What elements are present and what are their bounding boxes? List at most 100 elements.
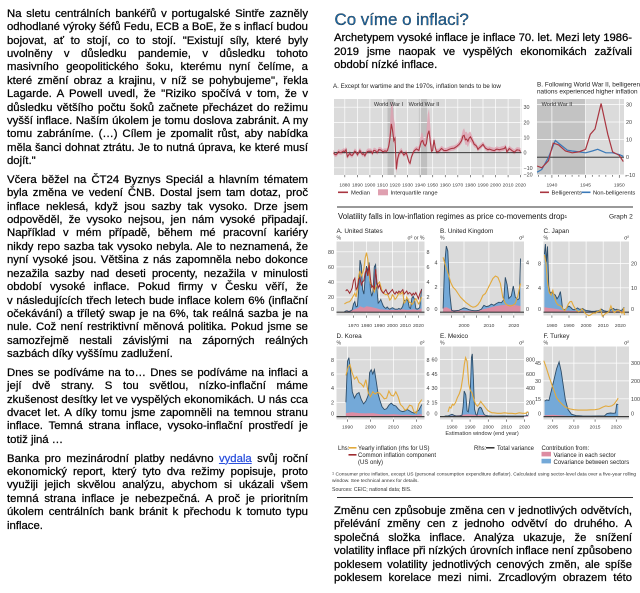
- svg-text:1960: 1960: [440, 183, 451, 189]
- svg-text:%: %: [544, 236, 549, 242]
- svg-text:Variance in each sector: Variance in each sector: [554, 453, 616, 459]
- svg-text:0: 0: [631, 411, 634, 417]
- svg-text:Contribution from:: Contribution from:: [542, 446, 590, 452]
- svg-text:1920: 1920: [390, 183, 401, 189]
- svg-text:8: 8: [427, 358, 430, 364]
- svg-text:1 Consumer price inflation, e: 1 Consumer price inflation, except US (p…: [332, 472, 636, 478]
- svg-text:4: 4: [427, 386, 430, 392]
- svg-text:400: 400: [526, 386, 535, 392]
- svg-text:Graph 2: Graph 2: [609, 214, 633, 221]
- svg-text:Sources: CEIC; national data;: Sources: CEIC; national data; BIS.: [332, 487, 412, 493]
- svg-text:2000: 2000: [459, 323, 470, 329]
- svg-text:1940: 1940: [415, 183, 426, 189]
- svg-text:0: 0: [524, 151, 527, 157]
- svg-text:%: %: [440, 236, 445, 242]
- svg-text:0: 0: [427, 307, 430, 313]
- svg-text:A. Except for wartime and the: A. Except for wartime and the 1970s, inf…: [333, 83, 501, 90]
- svg-text:2: 2: [427, 400, 430, 406]
- svg-text:0: 0: [526, 307, 529, 313]
- svg-text:%: %: [440, 341, 445, 347]
- svg-text:Total variance: Total variance: [497, 446, 535, 452]
- svg-text:60: 60: [328, 265, 334, 271]
- svg-text:2000: 2000: [490, 183, 501, 189]
- svg-text:D. Korea: D. Korea: [337, 333, 363, 340]
- svg-text:6: 6: [427, 372, 430, 378]
- svg-text:2015: 2015: [590, 425, 601, 431]
- svg-text:F. Turkey: F. Turkey: [544, 333, 571, 340]
- svg-text:−20: −20: [524, 173, 533, 179]
- svg-text:10: 10: [626, 138, 632, 144]
- svg-text:200: 200: [526, 400, 535, 406]
- svg-text:B. Following World War II, bel: B. Following World War II, belligerent: [537, 82, 640, 89]
- svg-text:World War II: World War II: [542, 102, 573, 108]
- svg-text:0: 0: [435, 307, 438, 313]
- svg-text:0: 0: [526, 411, 529, 417]
- svg-text:σ²: σ²: [624, 341, 629, 347]
- svg-text:10: 10: [631, 286, 637, 292]
- svg-text:2020: 2020: [413, 323, 424, 329]
- svg-text:σ²: σ²: [420, 341, 425, 347]
- svg-text:σ²: σ²: [519, 236, 524, 242]
- svg-text:2010: 2010: [568, 425, 579, 431]
- svg-text:2010: 2010: [400, 323, 411, 329]
- svg-text:45: 45: [432, 372, 438, 378]
- svg-text:Common inflation component: Common inflation component: [358, 453, 436, 459]
- svg-text:8: 8: [331, 358, 334, 364]
- svg-text:Covariance between sectors: Covariance between sectors: [554, 460, 630, 466]
- svg-text:6: 6: [427, 265, 430, 271]
- svg-text:0: 0: [331, 411, 334, 417]
- svg-text:1950: 1950: [614, 183, 625, 189]
- svg-text:4: 4: [538, 286, 541, 292]
- svg-text:6: 6: [331, 372, 334, 378]
- svg-text:2020: 2020: [515, 183, 526, 189]
- svg-text:2020: 2020: [519, 425, 530, 431]
- svg-text:8: 8: [427, 250, 430, 256]
- svg-text:1990: 1990: [478, 183, 489, 189]
- svg-text:40: 40: [328, 280, 334, 286]
- svg-text:2020: 2020: [611, 425, 622, 431]
- svg-text:10: 10: [524, 136, 530, 142]
- svg-text:4: 4: [435, 260, 438, 266]
- svg-text:2010: 2010: [503, 183, 514, 189]
- svg-text:60: 60: [432, 358, 438, 364]
- svg-text:1990: 1990: [564, 323, 575, 329]
- svg-text:Volatility falls in low-inflat: Volatility falls in low-inflation regime…: [338, 212, 568, 221]
- svg-text:%: %: [337, 236, 342, 242]
- svg-text:B. United Kingdom: B. United Kingdom: [440, 228, 493, 235]
- svg-text:Non-belligerents: Non-belligerents: [593, 191, 635, 197]
- svg-text:8: 8: [538, 262, 541, 268]
- svg-text:σ² or %: σ² or %: [407, 236, 424, 242]
- svg-text:2: 2: [331, 400, 334, 406]
- svg-text:1880: 1880: [339, 183, 350, 189]
- svg-text:30: 30: [626, 102, 632, 108]
- svg-text:2: 2: [435, 285, 438, 291]
- svg-text:Estimation window (end year): Estimation window (end year): [445, 431, 519, 437]
- svg-text:0: 0: [538, 411, 541, 417]
- svg-text:window. See technical annex fo: window. See technical annex for details.: [332, 478, 419, 484]
- svg-text:800: 800: [526, 358, 535, 364]
- svg-text:2000: 2000: [483, 425, 494, 431]
- svg-text:2: 2: [526, 285, 529, 291]
- svg-text:1970: 1970: [348, 323, 359, 329]
- svg-text:C. Japan: C. Japan: [544, 228, 570, 235]
- svg-text:(US only): (US only): [358, 460, 383, 466]
- svg-text:−10: −10: [626, 173, 635, 179]
- svg-text:0: 0: [427, 411, 430, 417]
- svg-text:2000: 2000: [365, 425, 376, 431]
- svg-text:1970: 1970: [452, 183, 463, 189]
- svg-text:45: 45: [535, 361, 541, 367]
- svg-text:30: 30: [432, 386, 438, 392]
- svg-text:World War I: World War I: [374, 102, 404, 108]
- svg-text:30: 30: [535, 379, 541, 385]
- svg-text:0: 0: [331, 307, 334, 313]
- svg-text:20: 20: [626, 120, 632, 126]
- svg-text:4: 4: [331, 386, 334, 392]
- svg-text:1910: 1910: [377, 183, 388, 189]
- svg-text:2020: 2020: [508, 323, 519, 329]
- svg-text:1890: 1890: [352, 183, 363, 189]
- svg-text:World War II: World War II: [409, 102, 440, 108]
- svg-text:20: 20: [524, 120, 530, 126]
- svg-text:2005: 2005: [547, 425, 558, 431]
- svg-text:2010: 2010: [388, 425, 399, 431]
- svg-text:1945: 1945: [580, 183, 591, 189]
